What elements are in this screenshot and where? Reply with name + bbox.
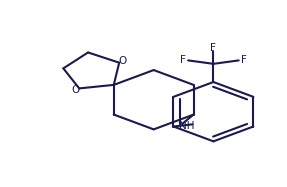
Text: F: F xyxy=(180,55,186,65)
Text: F: F xyxy=(210,43,216,53)
Text: NH: NH xyxy=(179,121,194,131)
Text: O: O xyxy=(119,56,127,66)
Text: O: O xyxy=(71,85,79,95)
Text: F: F xyxy=(241,55,247,65)
